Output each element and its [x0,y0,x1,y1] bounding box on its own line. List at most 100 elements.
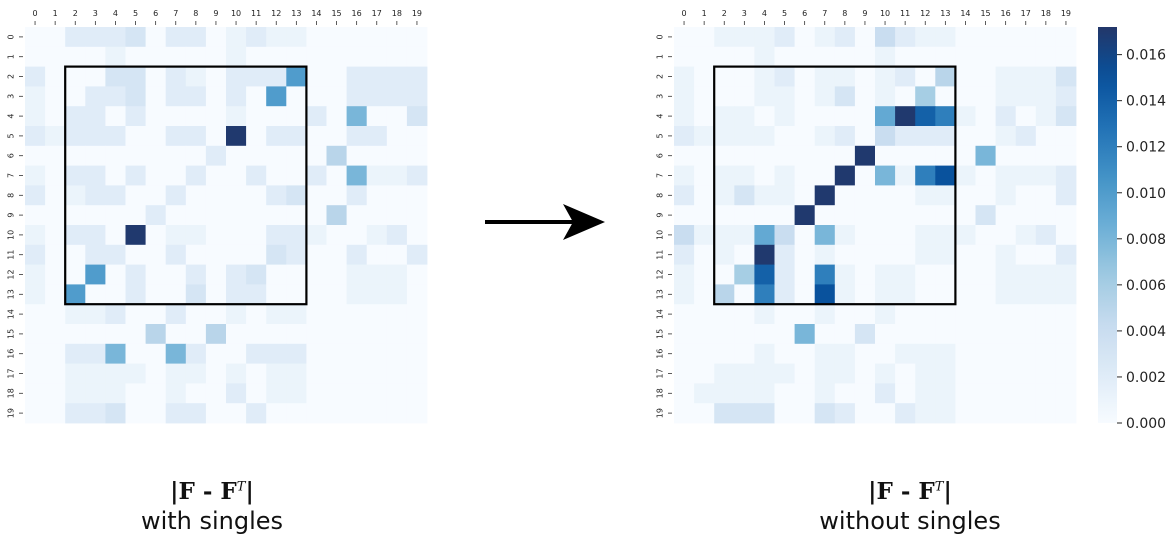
heatmap-cell [1035,284,1057,305]
heatmap-cell [286,264,307,285]
heatmap-cell [834,86,856,107]
heatmap-cell [185,343,207,364]
heatmap-cell [366,225,388,246]
heatmap-cell [85,86,106,107]
heatmap-cell [406,324,428,345]
y-tick-label: 5 [7,133,16,138]
heatmap-cell [1035,343,1057,364]
heatmap-cell [1055,383,1077,404]
heatmap-cell [694,165,715,186]
heatmap-cell [955,145,976,166]
heatmap-cell [286,363,307,384]
heatmap-cell [45,165,66,186]
heatmap-cell [366,66,388,87]
heatmap-cell [306,126,327,147]
heatmap-cell [366,145,388,166]
heatmap-cell [386,403,408,424]
heatmap-cell [694,145,715,166]
heatmap-cell [935,126,956,147]
heatmap-cell [246,225,267,246]
y-tick-label: 2 [7,74,16,79]
heatmap-cell [1055,106,1077,127]
heatmap-cell [286,27,307,48]
heatmap-cell [45,46,66,67]
heatmap-cell [714,27,735,48]
heatmap-cell [406,185,428,206]
heatmap-cell [1015,185,1037,206]
x-tick-label: 9 [862,9,867,18]
heatmap-cell [125,126,146,147]
heatmap-cell [1035,244,1057,265]
heatmap-cell [714,225,735,246]
heatmap-cell [734,403,755,424]
heatmap-cell [774,284,795,305]
heatmap-cell [975,66,996,87]
heatmap-cell [105,126,126,147]
heatmap-cell [995,225,1017,246]
y-tick-label: 0 [7,34,16,39]
heatmap-cell [714,66,735,87]
heatmap-cell [205,27,227,48]
heatmap-cell [125,27,146,48]
heatmap-cell [45,185,66,206]
heatmap-cell [794,383,816,404]
colorbar-tick-label: 0.006 [1126,278,1166,294]
heatmap-cell [674,106,695,127]
heatmap-cell [145,225,167,246]
heatmap-cell [205,304,227,325]
y-tick-label: 18 [656,388,665,398]
heatmap-cell [226,145,247,166]
heatmap-cell [1015,66,1037,87]
heatmap-cell [185,284,207,305]
heatmap-cell [105,343,126,364]
heatmap-cell [714,106,735,127]
heatmap-cell [854,324,876,345]
heatmap-cell [266,264,287,285]
heatmap-cell [226,225,247,246]
heatmap-cell [125,264,146,285]
heatmap-cell [895,86,916,107]
heatmap-cell [366,244,388,265]
heatmap-cell [45,264,66,285]
heatmap-cell [346,343,368,364]
heatmap-cell [25,244,46,265]
heatmap-cell [366,86,388,107]
y-tick-label: 10 [7,230,16,240]
heatmap-cell [25,304,46,325]
heatmap-cell [306,46,327,67]
heatmap-cell [674,86,695,107]
heatmap-cell [185,244,207,265]
heatmap-cell [185,363,207,384]
heatmap-cell [386,46,408,67]
heatmap-cell [694,46,715,67]
heatmap-cell [246,46,267,67]
heatmap-cell [406,264,428,285]
caption-right-subtitle: without singles [819,507,1001,535]
heatmap-cell [814,244,836,265]
heatmap-cell [694,324,715,345]
heatmap-cell [1015,383,1037,404]
heatmap-cell [286,46,307,67]
x-tick-label: 3 [93,9,98,18]
heatmap-cell [915,185,936,206]
heatmap-cell [85,126,106,147]
heatmap-cell [774,343,795,364]
x-tick-label: 9 [213,9,218,18]
heatmap-cell [794,86,816,107]
heatmap-cell [165,126,187,147]
heatmap-cell [65,126,86,147]
y-tick-label: 18 [7,388,16,398]
heatmap-cell [834,27,856,48]
heatmap-cell [25,185,46,206]
x-tick-label: 13 [291,9,301,18]
heatmap-cell [915,165,936,186]
x-tick-label: 14 [960,9,970,18]
heatmap-cell [915,363,936,384]
caption-right-formula-end: | [943,478,952,505]
heatmap-cell [854,185,876,206]
heatmap-cell [326,46,347,67]
heatmap-cell [955,205,976,226]
heatmap-cell [85,324,106,345]
heatmap-cell [794,126,816,147]
heatmap-cell [935,343,956,364]
